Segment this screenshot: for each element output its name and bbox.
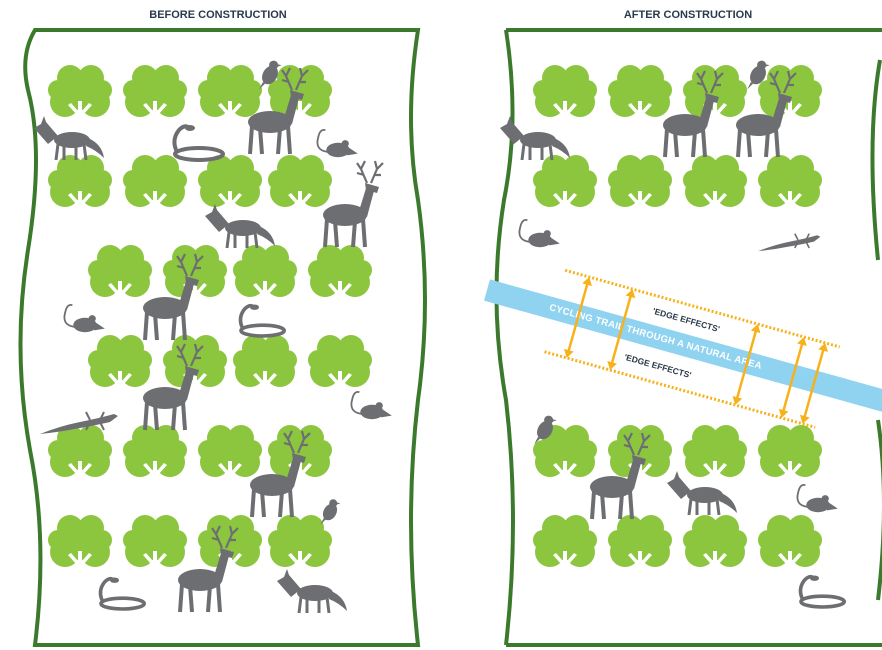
edge-arrowhead [730,396,742,406]
infographic: BEFORE CONSTRUCTION AFTER CONSTRUCTION C… [0,0,882,650]
tree [758,425,822,503]
tree [608,515,672,593]
edge-line [565,270,840,347]
tree [683,155,747,233]
trail-group: CYCLING TRAIL THROUGH A NATURAL AREA 'ED… [475,251,882,448]
edge-arrowhead [751,323,763,333]
snake [800,576,844,608]
fox [667,471,737,515]
tree [683,515,747,593]
panel-title: AFTER CONSTRUCTION [624,9,752,21]
tree [758,515,822,593]
tree [758,155,822,233]
lizard [758,234,820,252]
tree [608,65,672,143]
tree [533,515,597,593]
panel-title: BEFORE CONSTRUCTION [149,9,287,21]
tree [533,155,597,233]
tree [533,65,597,143]
mouse [797,485,837,512]
edge-arrowhead [777,409,789,419]
edge-arrowhead [797,336,809,346]
page: BEFORE CONSTRUCTION AFTER CONSTRUCTION C… [0,0,882,650]
tree [608,155,672,233]
mouse [519,220,559,247]
